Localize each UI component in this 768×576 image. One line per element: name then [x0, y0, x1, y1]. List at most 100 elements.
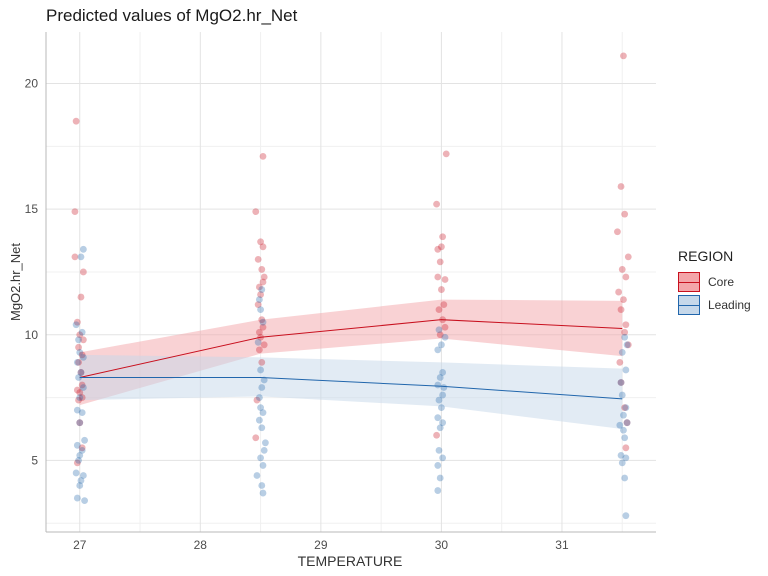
data-point-core — [620, 296, 627, 303]
data-point-core — [71, 253, 79, 261]
x-axis-title: TEMPERATURE — [298, 553, 403, 569]
data-point-core — [260, 273, 268, 281]
data-point-leading — [72, 321, 80, 329]
data-point-leading — [259, 489, 267, 497]
data-point-core — [440, 301, 448, 309]
data-point-leading — [72, 469, 80, 477]
data-point-leading — [436, 474, 444, 482]
legend-label-leading: Leading — [708, 297, 751, 312]
data-point-leading — [617, 451, 625, 459]
data-point-leading — [254, 338, 262, 346]
data-point-leading — [621, 333, 629, 341]
data-point-leading — [255, 296, 263, 303]
confidence-band-leading — [79, 354, 623, 429]
data-point-leading — [618, 348, 626, 356]
data-point-core — [73, 386, 81, 394]
data-point-leading — [258, 286, 266, 293]
data-point-core — [438, 286, 445, 293]
data-point-core — [257, 238, 264, 246]
data-point-core — [438, 243, 445, 251]
x-tick-label: 28 — [194, 538, 208, 552]
data-point-leading — [441, 333, 449, 341]
data-point-core — [617, 379, 625, 386]
data-point-leading — [257, 404, 264, 412]
data-point-core — [73, 318, 81, 326]
data-point-core — [617, 306, 625, 314]
data-point-leading — [622, 366, 630, 374]
data-point-leading — [257, 454, 264, 462]
data-point-leading — [436, 374, 444, 381]
data-point-leading — [617, 379, 625, 386]
data-point-core — [78, 381, 86, 389]
data-point-leading — [438, 341, 445, 349]
y-tick-label: 10 — [25, 328, 39, 342]
data-point-leading — [618, 459, 626, 467]
data-point-leading — [436, 424, 444, 432]
data-point-core — [434, 245, 442, 253]
data-point-core — [433, 431, 440, 439]
data-point-core — [253, 396, 261, 404]
legend-title: REGION — [678, 248, 734, 264]
data-point-core — [252, 208, 260, 216]
data-point-core — [259, 243, 267, 251]
data-point-core — [621, 328, 629, 336]
data-point-leading — [434, 487, 442, 494]
data-point-core — [441, 276, 449, 283]
data-point-leading — [623, 419, 631, 427]
x-tick-label: 29 — [314, 538, 328, 552]
data-point-leading — [81, 436, 88, 444]
data-point-core — [71, 208, 79, 216]
data-point-leading — [75, 374, 82, 381]
data-point-leading — [439, 454, 447, 462]
y-tick-label: 15 — [25, 202, 39, 216]
y-tick-label: 20 — [25, 77, 39, 91]
data-point-leading — [73, 441, 81, 449]
data-point-leading — [78, 409, 86, 417]
data-point-core — [624, 341, 632, 349]
chart-title: Predicted values of MgO2.hr_Net — [46, 6, 298, 25]
data-point-leading — [255, 416, 263, 424]
data-point-leading — [75, 336, 82, 344]
data-point-leading — [435, 446, 443, 454]
data-point-leading — [76, 482, 84, 489]
data-point-core — [79, 336, 87, 344]
data-point-core — [621, 404, 629, 412]
data-point-leading — [260, 376, 268, 384]
data-point-core — [254, 255, 262, 263]
data-point-core — [75, 396, 82, 404]
data-point-core — [78, 444, 86, 452]
data-point-leading — [258, 424, 266, 432]
data-point-leading — [439, 369, 447, 376]
legend-item-leading: Leading — [678, 293, 751, 316]
data-point-core — [76, 419, 84, 427]
data-point-core — [255, 346, 263, 354]
data-point-core — [79, 268, 87, 276]
data-point-leading — [257, 366, 264, 374]
data-point-core — [622, 321, 630, 329]
data-point-leading — [73, 406, 81, 414]
data-point-core — [614, 228, 621, 236]
data-point-core — [73, 459, 81, 467]
data-point-leading — [621, 434, 629, 442]
data-point-core — [618, 266, 626, 273]
data-point-core — [259, 278, 267, 286]
data-point-core — [621, 210, 629, 218]
data-point-leading — [259, 409, 267, 417]
data-point-leading — [618, 391, 626, 399]
data-point-core — [254, 301, 262, 309]
data-point-core — [77, 369, 85, 376]
data-point-leading — [76, 451, 84, 459]
data-point-core — [622, 273, 630, 281]
data-point-leading — [77, 369, 85, 376]
x-tick-label: 30 — [435, 538, 449, 552]
data-point-core — [78, 351, 86, 359]
data-point-leading — [434, 414, 442, 422]
data-point-core — [436, 258, 444, 266]
y-axis-title: MgO2.hr_Net — [8, 243, 23, 321]
data-point-core — [258, 359, 266, 366]
legend-key-leading — [678, 294, 700, 315]
data-point-core — [623, 419, 631, 427]
data-point-core — [258, 266, 266, 273]
data-point-leading — [259, 318, 267, 326]
